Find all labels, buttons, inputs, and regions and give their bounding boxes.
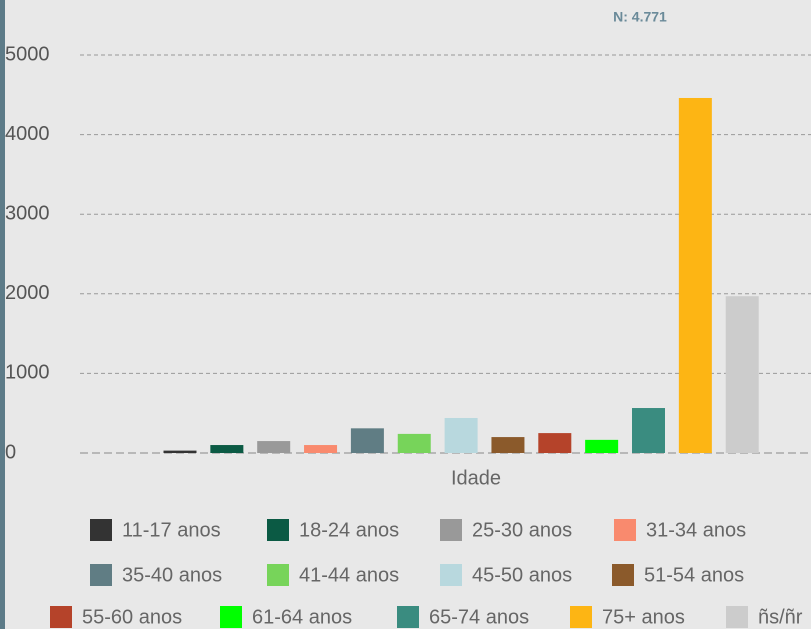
legend-label: 51-54 anos: [644, 564, 744, 586]
legend-label: 18-24 anos: [299, 519, 399, 541]
side-bar: [0, 0, 5, 629]
x-axis-label: Idade: [451, 467, 501, 489]
legend-label: 45-50 anos: [472, 564, 572, 586]
legend-label: 61-64 anos: [252, 606, 352, 628]
legend-swatch: [90, 564, 112, 586]
bar: [210, 445, 244, 453]
legend-swatch: [726, 606, 748, 628]
legend-swatch: [614, 519, 636, 541]
y-tick-label: 5000: [5, 43, 50, 65]
legend-label: 75+ anos: [602, 606, 685, 628]
bar: [725, 296, 759, 453]
y-tick-label: 2000: [5, 282, 50, 304]
legend-label: 25-30 anos: [472, 519, 572, 541]
legend-label: 35-40 anos: [122, 564, 222, 586]
bar: [257, 441, 291, 453]
legend-swatch: [612, 564, 634, 586]
bar: [678, 97, 712, 453]
legend-swatch: [397, 606, 419, 628]
legend-label: 11-17 anos: [122, 519, 221, 541]
chart-title: N: 4.771: [613, 9, 667, 25]
legend-swatch: [220, 606, 242, 628]
legend-label: 65-74 anos: [429, 606, 529, 628]
bar: [585, 439, 619, 453]
legend-swatch: [267, 564, 289, 586]
y-tick-label: 4000: [5, 123, 50, 145]
legend-swatch: [267, 519, 289, 541]
bar: [538, 433, 572, 453]
y-tick-label: 3000: [5, 202, 50, 224]
legend-label: ñs/ñr: [758, 606, 803, 628]
legend-label: 41-44 anos: [299, 564, 399, 586]
bar: [632, 408, 665, 453]
legend-swatch: [90, 519, 112, 541]
y-tick-label: 1000: [5, 362, 50, 384]
legend-swatch: [440, 564, 462, 586]
bar: [350, 428, 384, 453]
legend-label: 31-34 anos: [646, 519, 746, 541]
legend-label: 55-60 anos: [82, 606, 182, 628]
legend-swatch: [50, 606, 72, 628]
bar: [163, 450, 197, 453]
y-tick-label: 0: [5, 441, 16, 463]
bar: [444, 417, 478, 453]
legend-swatch: [570, 606, 592, 628]
bar: [397, 433, 431, 453]
legend-swatch: [440, 519, 462, 541]
bar: [304, 445, 338, 453]
bar: [491, 437, 525, 453]
